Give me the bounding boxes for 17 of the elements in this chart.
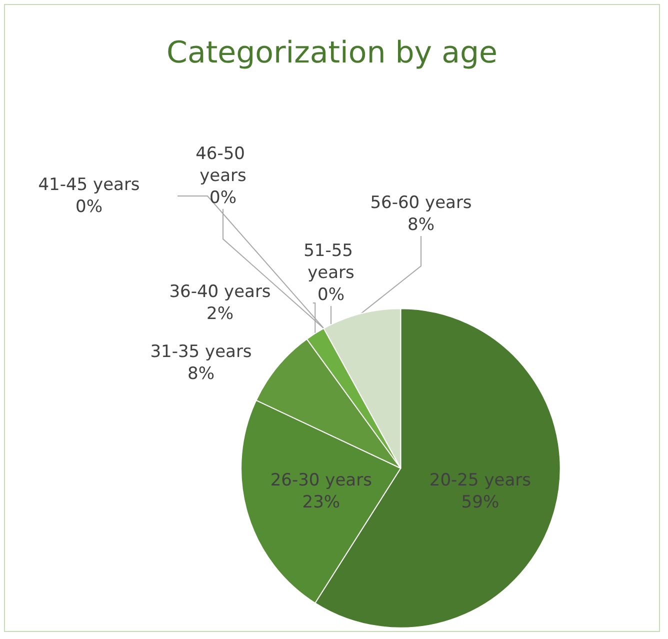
category-label: 41-45 years bbox=[38, 175, 140, 195]
slice-label: 26-30 years bbox=[270, 470, 372, 490]
text: 0% bbox=[318, 285, 344, 305]
text: 0% bbox=[210, 188, 236, 208]
category-label: 51-55 years bbox=[304, 241, 354, 283]
slice-label: 36-40 years bbox=[169, 282, 271, 302]
data-label: 23% bbox=[302, 492, 340, 512]
text: 0% bbox=[76, 197, 102, 217]
data-label: 59% bbox=[461, 492, 500, 512]
data-label: 8% bbox=[408, 215, 434, 235]
slice-label: 20-25 years bbox=[429, 470, 532, 490]
data-label: 2% bbox=[206, 304, 234, 324]
chart-title: Categorization by age bbox=[166, 36, 498, 70]
slice-label: 56-60 years bbox=[370, 193, 472, 213]
category-label: 46-50 years bbox=[196, 144, 246, 186]
data-label: 8% bbox=[188, 364, 214, 384]
slice-label: 31-35 years bbox=[150, 342, 252, 362]
